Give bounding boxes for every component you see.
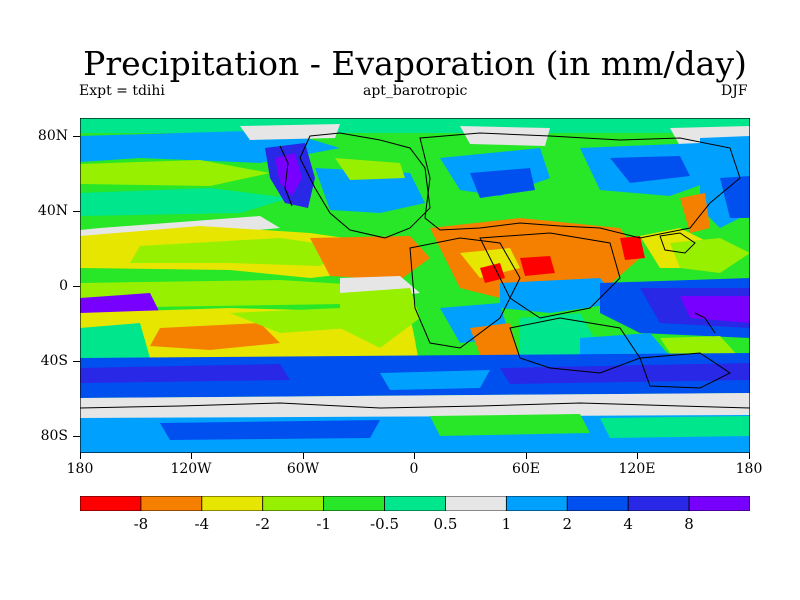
lat-label-80n: 80N	[37, 128, 68, 144]
colorbar-label: -2	[255, 515, 271, 533]
lon-tick	[303, 453, 304, 459]
colorbar-label: 0.5	[433, 515, 458, 533]
map-title: Precipitation - Evaporation (in mm/day)	[83, 44, 747, 83]
coastline-outlines	[80, 132, 750, 409]
lon-tick	[526, 453, 527, 459]
colorbar-label: 2	[562, 515, 573, 533]
colorbar-swatch	[566, 495, 629, 512]
lat-label-40n: 40N	[37, 203, 68, 219]
colorbar-label: 8	[684, 515, 694, 533]
lon-tick	[414, 453, 415, 459]
lat-tick	[73, 211, 80, 212]
lat-label-80s: 80S	[40, 428, 68, 444]
case-label: apt_barotropic	[363, 83, 468, 99]
lat-tick	[73, 361, 80, 362]
lat-tick	[73, 136, 80, 137]
lon-tick	[637, 453, 638, 459]
map-panel	[80, 118, 750, 453]
colorbar-swatch	[384, 495, 446, 512]
season-label: DJF	[721, 83, 748, 99]
colorbar	[79, 495, 751, 512]
lon-label-120e: 120E	[618, 461, 656, 477]
colorbar-swatch	[445, 495, 507, 512]
colorbar-label: 4	[623, 515, 633, 533]
colorbar-swatch	[688, 495, 751, 512]
colorbar-swatch	[505, 495, 568, 512]
lon-label-180e: 180	[735, 461, 763, 477]
lat-tick	[73, 286, 80, 287]
lon-tick	[80, 453, 81, 459]
colorbar-label: -4	[194, 515, 210, 533]
lon-label-60e: 60E	[511, 461, 541, 477]
colorbar-swatch	[201, 495, 264, 512]
lat-label-equator: 0	[59, 278, 68, 294]
colorbar-swatch	[627, 495, 690, 512]
lon-label-0: 0	[409, 461, 419, 477]
lon-tick	[749, 453, 750, 459]
colorbar-swatch	[323, 495, 385, 512]
lat-tick	[73, 436, 80, 437]
experiment-label: Expt = tdihi	[79, 83, 165, 99]
itcz-west-pacific	[80, 293, 160, 316]
lon-tick	[191, 453, 192, 459]
lon-label-120w: 120W	[170, 461, 212, 477]
colorbar-label: -1	[316, 515, 331, 533]
colorbar-swatches	[79, 495, 751, 512]
colorbar-label: -0.5	[370, 515, 399, 533]
lon-label-180w: 180	[66, 461, 94, 477]
colorbar-swatch	[79, 495, 142, 512]
colorbar-label: -8	[133, 515, 149, 533]
colorbar-label: 1	[501, 515, 512, 533]
precip-evap-map	[80, 118, 750, 453]
lon-label-60w: 60W	[286, 461, 320, 477]
colorbar-swatch	[140, 495, 203, 512]
lat-label-40s: 40S	[40, 353, 68, 369]
colorbar-swatch	[262, 495, 325, 512]
